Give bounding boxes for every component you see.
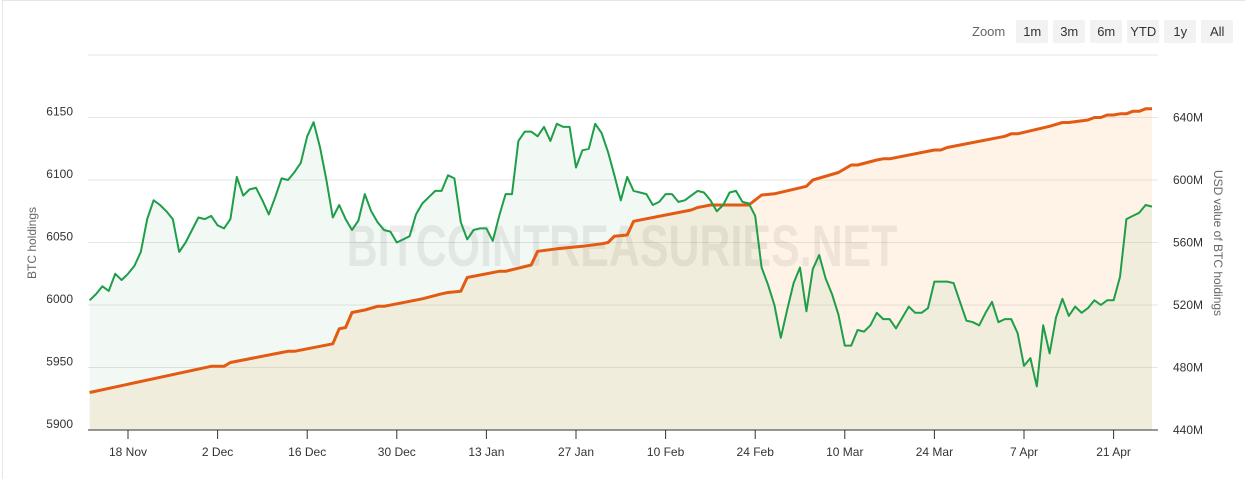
x-tick-label: 16 Dec: [288, 445, 326, 459]
y-right-tick-label: 600M: [1173, 173, 1203, 187]
y-left-tick-label: 6150: [46, 105, 73, 119]
zoom-label: Zoom: [972, 24, 1006, 39]
zoom-1m-button[interactable]: 1m: [1016, 20, 1049, 43]
y-left-tick-label: 5900: [46, 417, 73, 431]
zoom-1y-button[interactable]: 1y: [1164, 20, 1197, 43]
y-right-tick-label: 520M: [1173, 298, 1203, 312]
zoom-toolbar: Zoom 1m 3m 6m YTD 1y All: [972, 20, 1234, 43]
x-tick-label: 21 Apr: [1096, 445, 1131, 459]
x-tick-label: 27 Jan: [558, 445, 594, 459]
x-tick-label: 13 Jan: [468, 445, 504, 459]
zoom-all-button[interactable]: All: [1201, 20, 1234, 43]
series-lines: [88, 107, 1153, 394]
y-right-tick-label: 560M: [1173, 236, 1203, 250]
usd-value-line: [88, 121, 1153, 388]
zoom-6m-button[interactable]: 6m: [1090, 20, 1123, 43]
x-tick-label: 30 Dec: [378, 445, 416, 459]
y-right-axis-title: USD value of BTC holdings: [1211, 170, 1225, 316]
zoom-3m-button[interactable]: 3m: [1053, 20, 1086, 43]
watermark-logo: BITCOINTREASURIES.NET: [347, 214, 898, 279]
btc-holdings-area: [89, 108, 1153, 431]
y-right-tick-label: 640M: [1173, 111, 1203, 125]
y-right-tick-label: 440M: [1173, 423, 1203, 437]
x-tick-label: 18 Nov: [109, 445, 147, 459]
zoom-ytd-button[interactable]: YTD: [1127, 20, 1160, 43]
x-tick-label: 24 Feb: [737, 445, 775, 459]
x-tick-label: 10 Mar: [826, 445, 863, 459]
y-left-tick-label: 6100: [46, 167, 73, 181]
btc-holdings-line: [89, 107, 1152, 394]
y-right-tick-label: 480M: [1173, 361, 1203, 375]
series-areas: [89, 108, 1153, 431]
y-left-axis-title: BTC holdings: [25, 207, 39, 279]
y-left-tick-label: 6050: [46, 230, 73, 244]
axes: 5900 5950 6000 6050 6100 6150 440M 480M 520M 560M…: [46, 105, 1203, 460]
x-tick-label: 24 Mar: [916, 445, 953, 459]
x-tick-label: 2 Dec: [202, 445, 233, 459]
y-left-tick-label: 5950: [46, 355, 73, 369]
x-tick-label: 10 Feb: [647, 445, 685, 459]
x-tick-label: 7 Apr: [1010, 445, 1038, 459]
gridlines: [88, 54, 1158, 368]
usd-value-area: [89, 122, 1153, 430]
y-left-tick-label: 6000: [46, 292, 73, 306]
